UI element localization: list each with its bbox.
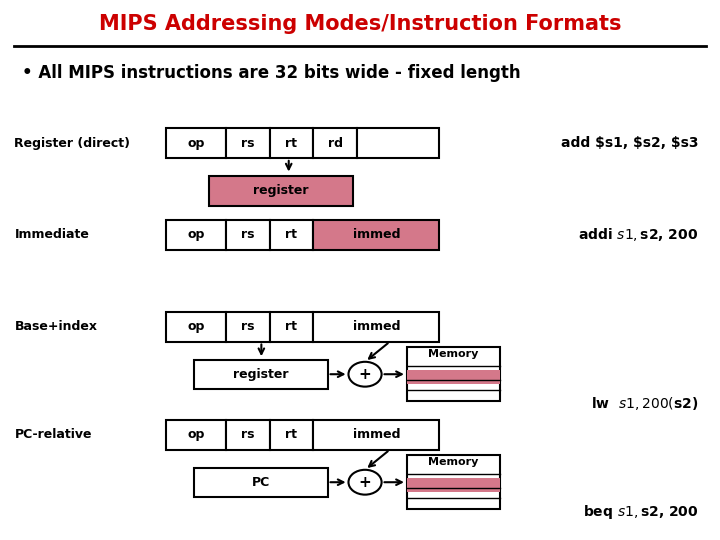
Circle shape bbox=[348, 362, 382, 387]
FancyBboxPatch shape bbox=[194, 360, 328, 389]
FancyBboxPatch shape bbox=[357, 128, 439, 158]
Text: • All MIPS instructions are 32 bits wide - fixed length: • All MIPS instructions are 32 bits wide… bbox=[22, 64, 521, 82]
Text: PC: PC bbox=[252, 476, 270, 489]
Text: immed: immed bbox=[353, 228, 400, 241]
FancyBboxPatch shape bbox=[226, 128, 269, 158]
Text: rs: rs bbox=[241, 428, 254, 441]
Text: rd: rd bbox=[328, 137, 343, 150]
Text: rt: rt bbox=[285, 137, 297, 150]
Text: +: + bbox=[359, 475, 372, 490]
Text: register: register bbox=[253, 184, 309, 197]
FancyBboxPatch shape bbox=[407, 455, 500, 509]
Text: rs: rs bbox=[241, 137, 254, 150]
Text: rt: rt bbox=[285, 228, 297, 241]
FancyBboxPatch shape bbox=[269, 420, 313, 449]
Text: immed: immed bbox=[353, 320, 400, 333]
Text: rs: rs bbox=[241, 228, 254, 241]
FancyBboxPatch shape bbox=[166, 420, 226, 449]
Text: Immediate: Immediate bbox=[14, 228, 89, 241]
FancyBboxPatch shape bbox=[194, 468, 328, 497]
FancyBboxPatch shape bbox=[407, 347, 500, 401]
Text: MIPS Addressing Modes/Instruction Formats: MIPS Addressing Modes/Instruction Format… bbox=[99, 14, 621, 35]
Text: op: op bbox=[187, 320, 204, 333]
Text: rt: rt bbox=[285, 320, 297, 333]
FancyBboxPatch shape bbox=[313, 420, 439, 449]
Circle shape bbox=[348, 470, 382, 495]
Text: op: op bbox=[187, 137, 204, 150]
FancyBboxPatch shape bbox=[226, 220, 269, 249]
Text: beq $s1, $s2, 200: beq $s1, $s2, 200 bbox=[582, 503, 698, 521]
Text: add $s1, $s2, $s3: add $s1, $s2, $s3 bbox=[561, 136, 698, 150]
Text: rs: rs bbox=[241, 320, 254, 333]
FancyBboxPatch shape bbox=[269, 312, 313, 342]
Text: op: op bbox=[187, 228, 204, 241]
Text: rt: rt bbox=[285, 428, 297, 441]
Text: Memory: Memory bbox=[428, 457, 479, 467]
FancyBboxPatch shape bbox=[269, 128, 313, 158]
FancyBboxPatch shape bbox=[269, 220, 313, 249]
Text: lw  $s1, 200($s2): lw $s1, 200($s2) bbox=[591, 395, 698, 413]
Text: addi $s1, $s2, 200: addi $s1, $s2, 200 bbox=[578, 226, 698, 244]
FancyBboxPatch shape bbox=[226, 420, 269, 449]
Text: +: + bbox=[359, 367, 372, 382]
FancyBboxPatch shape bbox=[166, 128, 226, 158]
FancyBboxPatch shape bbox=[407, 478, 500, 491]
Text: immed: immed bbox=[353, 428, 400, 441]
FancyBboxPatch shape bbox=[313, 312, 439, 342]
FancyBboxPatch shape bbox=[407, 370, 500, 383]
Text: PC-relative: PC-relative bbox=[14, 428, 92, 441]
FancyBboxPatch shape bbox=[313, 128, 357, 158]
Text: op: op bbox=[187, 428, 204, 441]
Text: Register (direct): Register (direct) bbox=[14, 137, 130, 150]
Text: register: register bbox=[233, 368, 289, 381]
FancyBboxPatch shape bbox=[166, 312, 226, 342]
FancyBboxPatch shape bbox=[166, 220, 226, 249]
FancyBboxPatch shape bbox=[313, 220, 439, 249]
FancyBboxPatch shape bbox=[226, 312, 269, 342]
Text: Base+index: Base+index bbox=[14, 320, 97, 333]
Text: Memory: Memory bbox=[428, 349, 479, 359]
FancyBboxPatch shape bbox=[209, 176, 353, 206]
